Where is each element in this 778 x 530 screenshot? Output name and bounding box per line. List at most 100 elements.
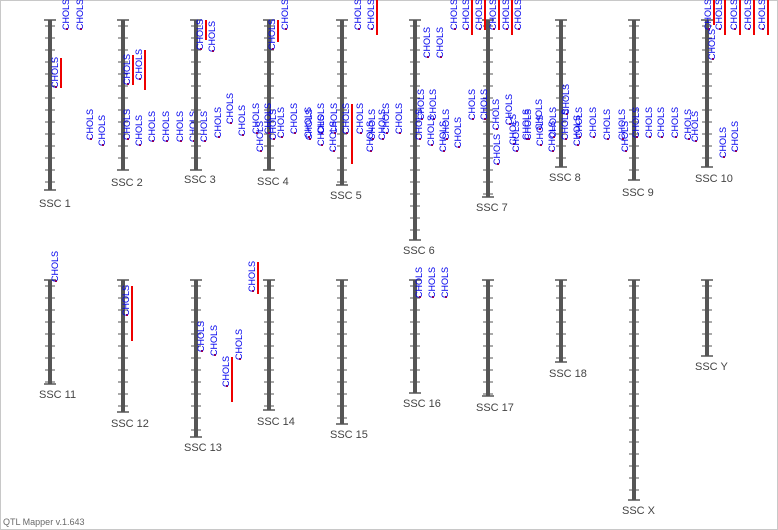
qtl-label[interactable]: CHOLS xyxy=(213,107,223,138)
qtl-label[interactable]: CHOLS xyxy=(237,105,247,136)
chromosome-bar[interactable] xyxy=(340,20,344,185)
qtl-label[interactable]: CHOLS xyxy=(209,325,219,356)
chromosome-bar[interactable] xyxy=(413,280,417,393)
qtl-label[interactable]: CHOLS xyxy=(453,117,463,148)
qtl-label[interactable]: CHOLS xyxy=(328,121,338,152)
qtl-label[interactable]: CHOLS xyxy=(602,109,612,140)
qtl-label[interactable]: CHOLS xyxy=(394,103,404,134)
qtl-label[interactable]: CHOLS xyxy=(188,111,198,142)
qtl-label[interactable]: CHOLS xyxy=(161,111,171,142)
chromosome-bar[interactable] xyxy=(632,280,636,500)
qtl-label[interactable]: CHOLS xyxy=(221,356,231,387)
qtl-interval-bar[interactable] xyxy=(376,0,378,35)
qtl-label[interactable]: CHOLS xyxy=(50,57,60,88)
qtl-label[interactable]: CHOLS xyxy=(329,103,339,134)
qtl-label[interactable]: CHOLS xyxy=(175,111,185,142)
qtl-label[interactable]: CHOLS xyxy=(535,115,545,146)
qtl-label[interactable]: CHOLS xyxy=(707,29,717,60)
chromosome-bar[interactable] xyxy=(48,20,52,190)
qtl-label[interactable]: CHOLS xyxy=(511,121,521,152)
qtl-label[interactable]: CHOLS xyxy=(757,0,767,30)
qtl-label[interactable]: CHOLS xyxy=(276,107,286,138)
qtl-label[interactable]: CHOLS xyxy=(353,0,363,30)
qtl-label[interactable]: CHOLS xyxy=(122,54,132,85)
qtl-label[interactable]: CHOLS xyxy=(263,103,273,134)
qtl-label[interactable]: CHOLS xyxy=(461,0,471,30)
qtl-label[interactable]: CHOLS xyxy=(501,0,511,30)
qtl-label[interactable]: CHOLS xyxy=(703,0,713,30)
qtl-label[interactable]: CHOLS xyxy=(426,115,436,146)
qtl-label[interactable]: CHOLS xyxy=(251,103,261,134)
qtl-interval-bar[interactable] xyxy=(132,55,134,85)
qtl-label[interactable]: CHOLS xyxy=(366,0,376,30)
qtl-label[interactable]: CHOLS xyxy=(134,115,144,146)
qtl-label[interactable]: CHOLS xyxy=(644,107,654,138)
qtl-label[interactable]: CHOLS xyxy=(427,267,437,298)
qtl-label[interactable]: CHOLS xyxy=(225,93,235,124)
qtl-label[interactable]: CHOLS xyxy=(316,103,326,134)
qtl-label[interactable]: CHOLS xyxy=(428,89,438,120)
qtl-label[interactable]: CHOLS xyxy=(416,89,426,120)
qtl-label[interactable]: CHOLS xyxy=(341,103,351,134)
qtl-label[interactable]: CHOLS xyxy=(196,321,206,352)
qtl-label[interactable]: CHOLS xyxy=(714,0,724,30)
qtl-label[interactable]: CHOLS xyxy=(718,127,728,158)
qtl-label[interactable]: CHOLS xyxy=(523,109,533,140)
chromosome-bar[interactable] xyxy=(705,20,709,167)
qtl-label[interactable]: CHOLS xyxy=(267,19,277,50)
qtl-label[interactable]: CHOLS xyxy=(122,109,132,140)
qtl-label[interactable]: CHOLS xyxy=(441,109,451,140)
qtl-label[interactable]: CHOLS xyxy=(247,261,257,292)
qtl-label[interactable]: CHOLS xyxy=(134,49,144,80)
qtl-interval-bar[interactable] xyxy=(484,0,486,30)
qtl-label[interactable]: CHOLS xyxy=(121,285,131,316)
qtl-interval-bar[interactable] xyxy=(511,0,513,35)
qtl-label[interactable]: CHOLS xyxy=(199,111,209,142)
qtl-label[interactable]: CHOLS xyxy=(440,267,450,298)
qtl-label[interactable]: CHOLS xyxy=(467,89,477,120)
qtl-label[interactable]: CHOLS xyxy=(508,114,518,145)
qtl-label[interactable]: CHOLS xyxy=(588,107,598,138)
qtl-label[interactable]: CHOLS xyxy=(560,109,570,140)
qtl-label[interactable]: CHOLS xyxy=(435,27,445,58)
qtl-interval-bar[interactable] xyxy=(351,104,353,164)
qtl-label[interactable]: CHOLS xyxy=(492,134,502,165)
qtl-label[interactable]: CHOLS xyxy=(355,103,365,134)
qtl-interval-bar[interactable] xyxy=(131,286,133,341)
qtl-label[interactable]: CHOLS xyxy=(195,19,205,50)
qtl-interval-bar[interactable] xyxy=(231,357,233,402)
qtl-label[interactable]: CHOLS xyxy=(414,109,424,140)
qtl-label[interactable]: CHOLS xyxy=(670,107,680,138)
qtl-label[interactable]: CHOLS xyxy=(488,0,498,30)
qtl-interval-bar[interactable] xyxy=(205,20,207,40)
chromosome-bar[interactable] xyxy=(48,280,52,384)
qtl-label[interactable]: CHOLS xyxy=(289,103,299,134)
qtl-label[interactable]: CHOLS xyxy=(85,109,95,140)
qtl-label[interactable]: CHOLS xyxy=(377,109,387,140)
chromosome-bar[interactable] xyxy=(705,280,709,356)
qtl-label[interactable]: CHOLS xyxy=(234,329,244,360)
qtl-label[interactable]: CHOLS xyxy=(547,121,557,152)
qtl-label[interactable]: CHOLS xyxy=(414,267,424,298)
qtl-label[interactable]: CHOLS xyxy=(491,99,501,130)
qtl-label[interactable]: CHOLS xyxy=(574,107,584,138)
qtl-label[interactable]: CHOLS xyxy=(504,94,514,125)
qtl-label[interactable]: CHOLS xyxy=(303,107,313,138)
qtl-label[interactable]: CHOLS xyxy=(381,103,391,134)
qtl-label[interactable]: CHOLS xyxy=(548,107,558,138)
qtl-label[interactable]: CHOLS xyxy=(631,107,641,138)
chromosome-bar[interactable] xyxy=(413,20,417,240)
qtl-label[interactable]: CHOLS xyxy=(438,121,448,152)
qtl-label[interactable]: CHOLS xyxy=(572,115,582,146)
qtl-label[interactable]: CHOLS xyxy=(474,0,484,30)
qtl-label[interactable]: CHOLS xyxy=(255,121,265,152)
chromosome-bar[interactable] xyxy=(486,280,490,396)
qtl-label[interactable]: CHOLS xyxy=(743,0,753,30)
qtl-label[interactable]: CHOLS xyxy=(147,111,157,142)
qtl-label[interactable]: CHOLS xyxy=(50,251,60,282)
qtl-label[interactable]: CHOLS xyxy=(690,111,700,142)
qtl-label[interactable]: CHOLS xyxy=(534,99,544,130)
qtl-label[interactable]: CHOLS xyxy=(449,0,459,30)
qtl-label[interactable]: CHOLS xyxy=(304,109,314,140)
qtl-interval-bar[interactable] xyxy=(713,0,715,25)
